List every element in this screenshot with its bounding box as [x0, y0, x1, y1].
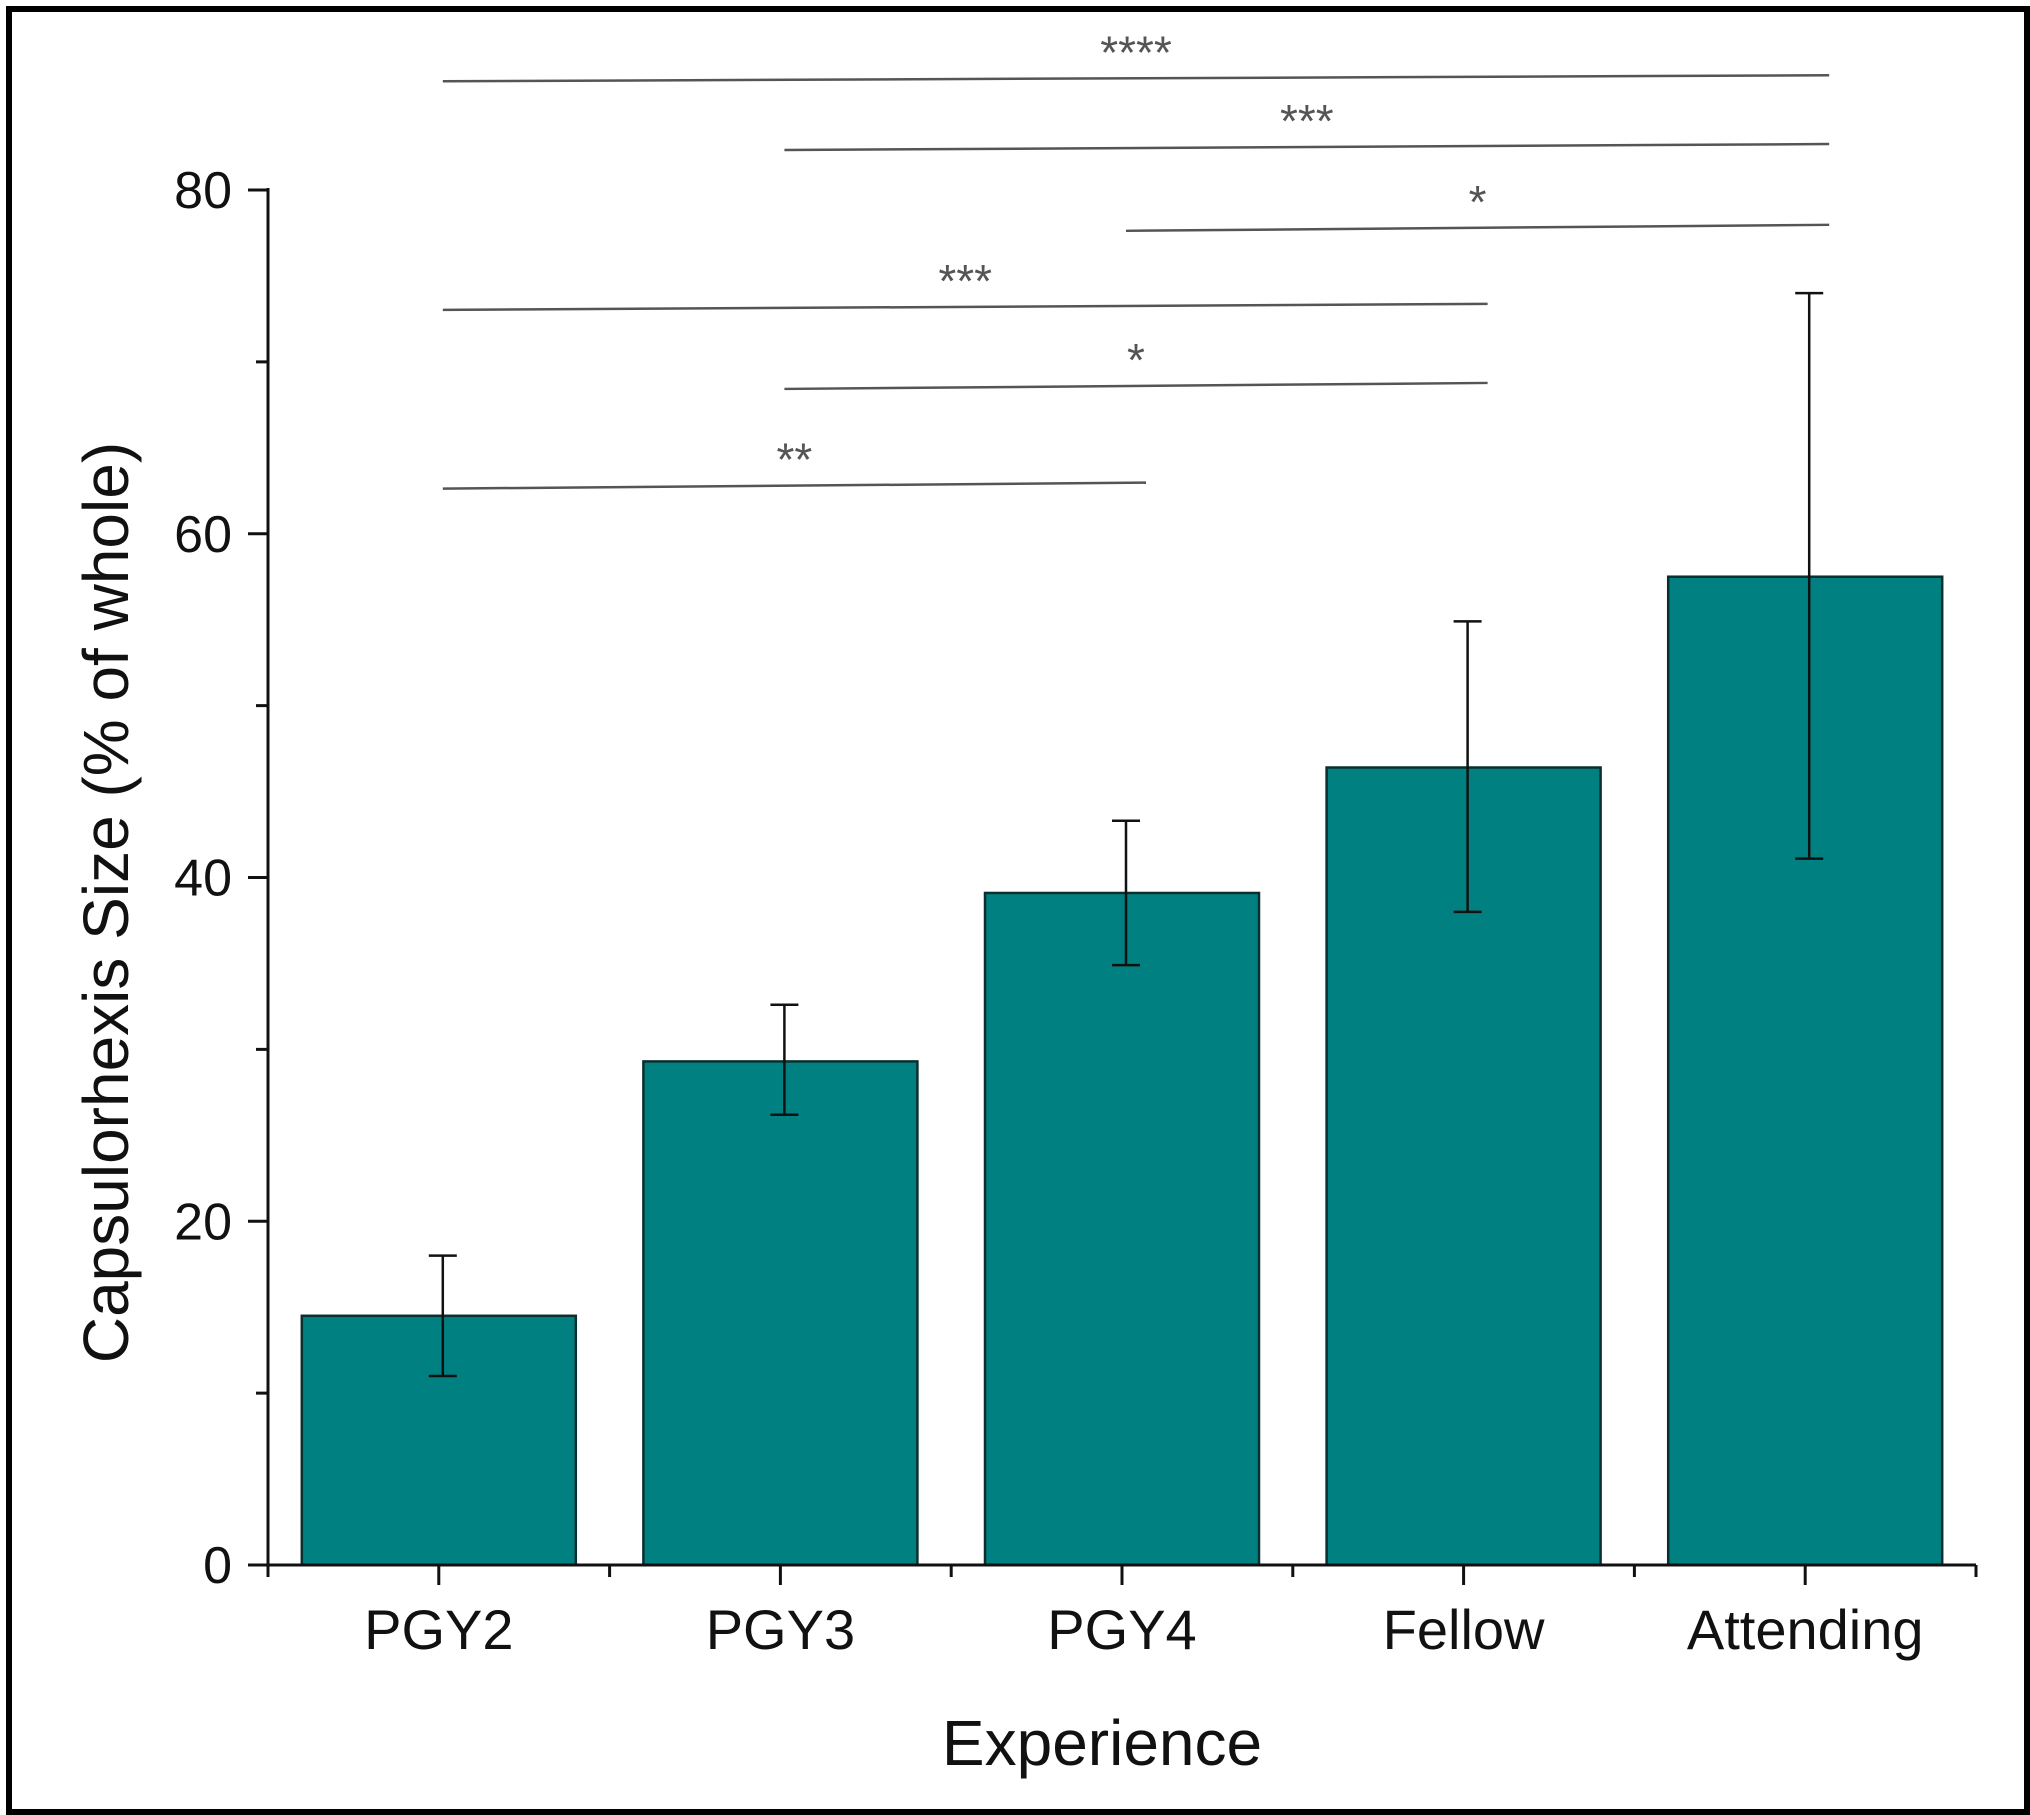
bar-fellow — [1325, 766, 1602, 1567]
significance-bracket: * — [1125, 176, 1830, 233]
y-tick-label: 80 — [174, 162, 232, 220]
significance-line — [442, 302, 1488, 312]
significance-bracket: *** — [442, 255, 1488, 312]
significance-bracket: ** — [442, 434, 1147, 490]
y-tick-label: 0 — [203, 1537, 232, 1595]
significance-label: ** — [776, 434, 812, 486]
error-bar-pgy4 — [1112, 819, 1140, 967]
error-bars — [428, 291, 1824, 1378]
bar-pgy3 — [642, 1060, 919, 1567]
error-bar-fellow — [1453, 620, 1482, 914]
significance-label: **** — [1100, 26, 1172, 78]
significance-bracket: *** — [784, 95, 1830, 152]
x-axis-title: Experience — [942, 1707, 1262, 1779]
significance-label: * — [1469, 176, 1487, 228]
significance-line — [442, 481, 1147, 490]
error-bar-pgy2 — [428, 1254, 457, 1378]
error-bar-attending — [1795, 291, 1824, 860]
x-tick-label: PGY4 — [1047, 1598, 1196, 1661]
y-axis-title: Capsulorhexis Size (% of whole) — [70, 442, 142, 1363]
x-tick-label: Fellow — [1383, 1598, 1545, 1661]
significance-bracket: * — [784, 334, 1488, 391]
significance-brackets: ************** — [442, 26, 1830, 490]
x-tick-label: Attending — [1687, 1598, 1924, 1661]
y-tick-label: 60 — [174, 506, 232, 564]
y-tick-label: 20 — [174, 1193, 232, 1251]
bars — [300, 575, 1944, 1567]
significance-bracket: **** — [442, 26, 1830, 83]
significance-line — [442, 74, 1830, 83]
bar-attending — [1666, 575, 1944, 1567]
x-tick-label: PGY2 — [364, 1598, 513, 1661]
bar-pgy2 — [300, 1314, 578, 1567]
significance-label: * — [1127, 334, 1145, 386]
significance-label: *** — [1280, 95, 1334, 147]
significance-line — [784, 381, 1488, 391]
significance-line — [1125, 223, 1830, 233]
significance-label: *** — [938, 255, 992, 307]
significance-line — [784, 142, 1830, 152]
bar-pgy4 — [983, 891, 1261, 1567]
y-tick-label: 40 — [174, 850, 232, 908]
error-bar-pgy3 — [770, 1003, 799, 1116]
x-tick-label: PGY3 — [706, 1598, 855, 1661]
axes: 0 20 40 60 80 PGY2 PGY3 PGY4 Fellow Attending — [174, 162, 1978, 1661]
